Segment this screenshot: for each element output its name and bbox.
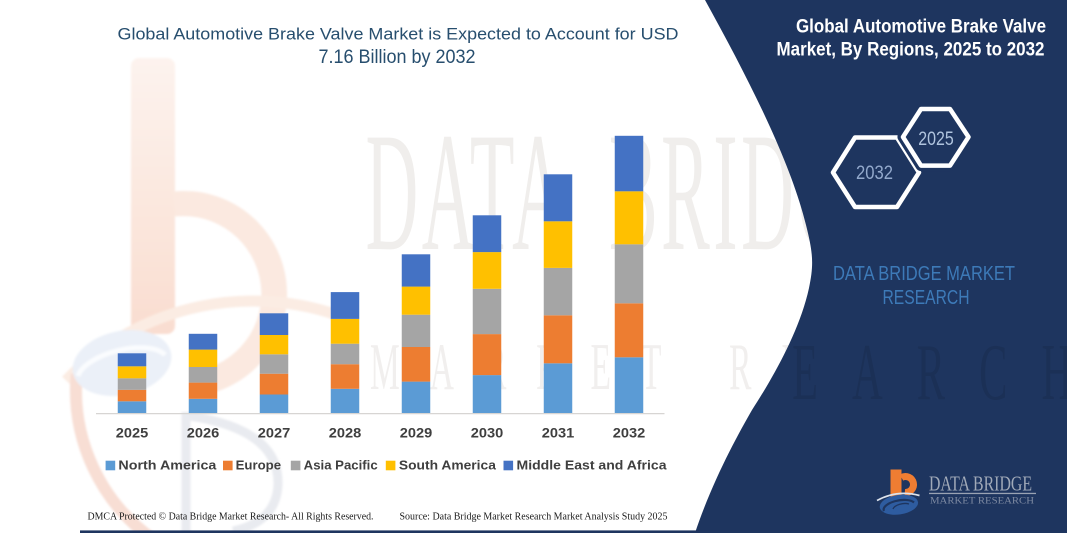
svg-text:2027: 2027 (258, 426, 291, 442)
svg-text:2029: 2029 (400, 426, 433, 442)
svg-text:7.16 Billion by 2032: 7.16 Billion by 2032 (319, 47, 476, 68)
svg-text:Source: Data Bridge Market Res: Source: Data Bridge Market Research Mark… (400, 511, 668, 523)
svg-text:North America: North America (118, 458, 217, 473)
svg-text:2028: 2028 (329, 426, 362, 442)
svg-text:2025: 2025 (116, 426, 149, 442)
svg-text:RESEARCH: RESEARCH (883, 287, 970, 309)
svg-text:DATA BRIDGE: DATA BRIDGE (929, 472, 1032, 496)
svg-text:Middle East and Africa: Middle East and Africa (517, 458, 668, 473)
svg-text:2032: 2032 (856, 162, 893, 184)
svg-text:Europe: Europe (236, 458, 282, 473)
svg-text:DMCA Protected © Data Bridge M: DMCA Protected © Data Bridge Market Rese… (88, 511, 374, 523)
svg-text:DATA: DATA (366, 98, 569, 286)
svg-text:2025: 2025 (918, 129, 954, 150)
svg-text:MARKET RESEARCH: MARKET RESEARCH (930, 496, 1035, 506)
svg-text:Global Automotive Brake Valve: Global Automotive Brake Valve Market is … (118, 25, 679, 44)
svg-text:Asia Pacific: Asia Pacific (304, 458, 378, 473)
svg-text:South America: South America (399, 458, 497, 473)
svg-text:2031: 2031 (542, 426, 575, 442)
svg-text:2030: 2030 (471, 426, 504, 442)
svg-text:2026: 2026 (187, 426, 220, 442)
svg-text:2032: 2032 (613, 426, 646, 442)
svg-text:Global Automotive Brake Valve: Global Automotive Brake Valve (796, 17, 1046, 38)
svg-text:Market, By Regions, 2025 to 20: Market, By Regions, 2025 to 2032 (777, 40, 1045, 61)
svg-text:DATA BRIDGE MARKET: DATA BRIDGE MARKET (833, 263, 1015, 285)
